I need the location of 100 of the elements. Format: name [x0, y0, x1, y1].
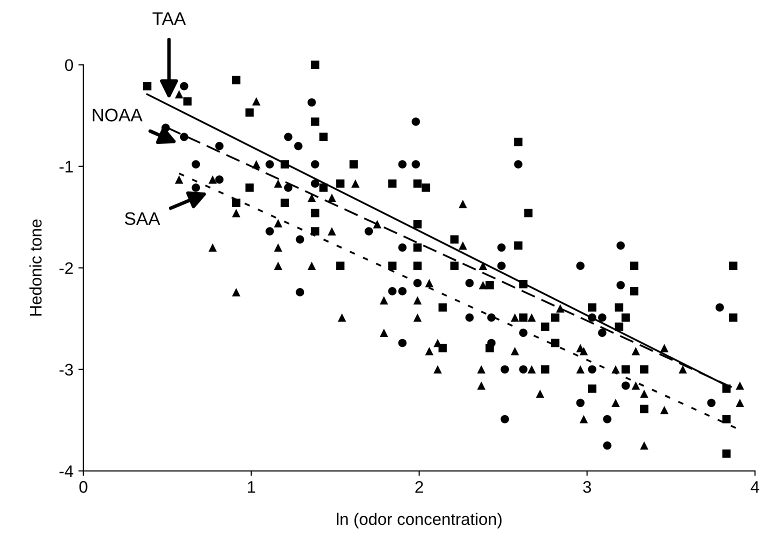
point: [536, 390, 544, 398]
point: [598, 313, 606, 322]
point: [500, 414, 509, 424]
point: [398, 287, 407, 296]
point: [519, 365, 528, 374]
point: [274, 262, 282, 270]
point: [284, 183, 292, 192]
point: [294, 142, 302, 150]
point: [364, 227, 373, 236]
point: [208, 243, 217, 252]
x-tick-label: 2: [415, 481, 423, 493]
point: [580, 346, 588, 356]
point: [308, 262, 316, 270]
point: [640, 365, 648, 374]
point: [438, 303, 447, 312]
point: [632, 346, 640, 356]
point: [510, 346, 520, 356]
point: [487, 338, 496, 348]
point: [252, 160, 260, 168]
point: [540, 322, 550, 331]
point: [422, 183, 430, 192]
point: [519, 280, 528, 288]
point: [588, 365, 596, 374]
point: [310, 208, 320, 218]
point: [640, 441, 648, 450]
point: [215, 175, 224, 184]
point: [413, 220, 422, 228]
point: [614, 303, 624, 312]
point: [707, 398, 716, 408]
point: [388, 287, 396, 296]
point: [497, 243, 506, 252]
point: [143, 82, 152, 90]
point: [412, 118, 420, 126]
point: [478, 280, 488, 290]
point: [232, 208, 240, 218]
point: [398, 243, 407, 252]
point: [183, 97, 192, 106]
point: [280, 160, 290, 168]
point: [180, 82, 188, 90]
point: [630, 287, 638, 296]
point: [450, 262, 459, 270]
point: [519, 313, 528, 322]
point: [413, 179, 422, 188]
point: [336, 179, 344, 188]
point: [308, 194, 316, 202]
point: [192, 160, 200, 168]
point: [328, 227, 336, 236]
point: [678, 365, 687, 374]
point: [351, 179, 360, 188]
point: [245, 183, 254, 192]
point: [296, 235, 304, 244]
point: [174, 90, 184, 98]
point: [630, 262, 638, 270]
point: [603, 441, 612, 450]
point: [614, 322, 624, 331]
point: [412, 160, 420, 168]
point: [310, 227, 320, 236]
point: [519, 328, 528, 337]
annotation: NOAA: [92, 108, 143, 122]
point: [274, 219, 282, 228]
point: [274, 179, 282, 188]
x-tick-label: 1: [248, 481, 256, 493]
point: [722, 449, 731, 458]
point: [722, 414, 731, 424]
point: [588, 313, 596, 322]
point: [328, 194, 336, 202]
point: [308, 98, 316, 107]
point: [611, 398, 620, 408]
y-tick-label: -2: [60, 262, 73, 274]
y-tick-label: 0: [65, 59, 74, 72]
point: [180, 132, 188, 142]
point: [208, 175, 217, 184]
annotation: TAA: [152, 12, 186, 25]
point: [388, 179, 396, 188]
point: [465, 278, 474, 288]
point: [514, 241, 522, 250]
point: [413, 262, 422, 270]
point: [319, 183, 328, 192]
point: [338, 313, 346, 322]
y-tick-label: -3: [60, 364, 73, 376]
point: [465, 313, 474, 322]
point: [716, 303, 724, 312]
point: [487, 313, 496, 322]
point: [576, 365, 585, 374]
point: [425, 346, 434, 356]
point: [540, 365, 550, 374]
point: [551, 338, 560, 348]
point: [458, 241, 468, 250]
point: [266, 227, 274, 236]
point: [388, 262, 396, 270]
x-tick-label: 3: [583, 481, 592, 493]
point: [232, 76, 240, 84]
point: [603, 414, 612, 424]
point: [477, 381, 486, 390]
point: [632, 381, 640, 390]
point: [722, 384, 731, 393]
point: [280, 198, 290, 208]
point: [497, 262, 506, 270]
point: [350, 160, 358, 168]
y-axis-title: Hedonic tone: [29, 219, 42, 316]
